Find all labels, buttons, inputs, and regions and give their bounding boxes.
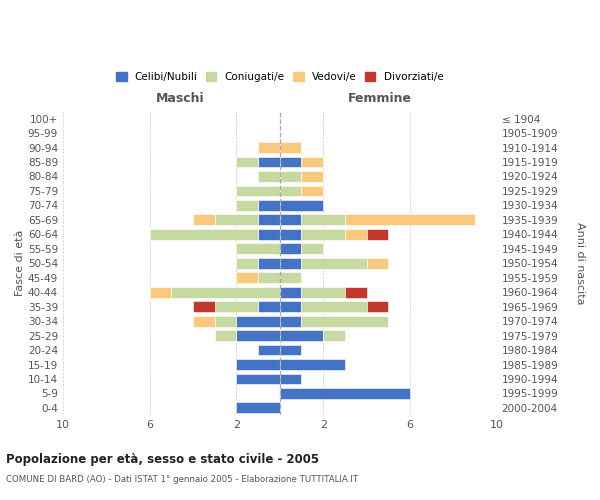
Bar bbox=[280, 330, 323, 341]
Bar bbox=[367, 229, 388, 240]
Bar bbox=[280, 388, 410, 399]
Bar bbox=[301, 186, 323, 196]
Bar bbox=[280, 344, 301, 356]
Bar bbox=[367, 301, 388, 312]
Bar bbox=[280, 287, 301, 298]
Bar bbox=[280, 156, 301, 168]
Bar bbox=[236, 186, 280, 196]
Bar bbox=[215, 316, 236, 326]
Y-axis label: Fasce di età: Fasce di età bbox=[15, 230, 25, 296]
Bar bbox=[236, 402, 280, 413]
Bar bbox=[301, 301, 367, 312]
Bar bbox=[280, 316, 301, 326]
Bar bbox=[149, 229, 258, 240]
Bar bbox=[280, 171, 301, 182]
Bar bbox=[280, 258, 301, 268]
Bar bbox=[345, 229, 367, 240]
Bar bbox=[280, 359, 345, 370]
Bar bbox=[215, 330, 236, 341]
Bar bbox=[215, 214, 258, 226]
Bar bbox=[301, 287, 345, 298]
Bar bbox=[345, 287, 367, 298]
Bar bbox=[301, 316, 388, 326]
Bar bbox=[258, 344, 280, 356]
Bar bbox=[301, 258, 367, 268]
Bar bbox=[193, 301, 215, 312]
Bar bbox=[172, 287, 280, 298]
Bar bbox=[236, 200, 258, 211]
Bar bbox=[258, 142, 280, 153]
Bar bbox=[301, 244, 323, 254]
Bar bbox=[236, 258, 258, 268]
Bar bbox=[367, 258, 388, 268]
Bar bbox=[280, 186, 301, 196]
Text: Femmine: Femmine bbox=[347, 92, 412, 106]
Bar bbox=[258, 272, 280, 283]
Bar bbox=[280, 374, 301, 384]
Bar bbox=[193, 214, 215, 226]
Bar bbox=[258, 214, 280, 226]
Bar bbox=[193, 316, 215, 326]
Bar bbox=[280, 244, 301, 254]
Bar bbox=[280, 142, 301, 153]
Legend: Celibi/Nubili, Coniugati/e, Vedovi/e, Divorziati/e: Celibi/Nubili, Coniugati/e, Vedovi/e, Di… bbox=[112, 68, 448, 86]
Bar bbox=[236, 156, 258, 168]
Text: Popolazione per età, sesso e stato civile - 2005: Popolazione per età, sesso e stato civil… bbox=[6, 452, 319, 466]
Bar bbox=[301, 156, 323, 168]
Bar bbox=[258, 258, 280, 268]
Y-axis label: Anni di nascita: Anni di nascita bbox=[575, 222, 585, 304]
Bar bbox=[280, 301, 301, 312]
Bar bbox=[215, 301, 258, 312]
Bar bbox=[280, 272, 301, 283]
Bar bbox=[258, 156, 280, 168]
Bar bbox=[149, 287, 172, 298]
Text: Maschi: Maschi bbox=[156, 92, 205, 106]
Bar bbox=[236, 359, 280, 370]
Bar bbox=[280, 214, 301, 226]
Bar bbox=[236, 374, 280, 384]
Bar bbox=[236, 244, 280, 254]
Bar bbox=[280, 229, 301, 240]
Bar bbox=[258, 171, 280, 182]
Bar bbox=[236, 272, 258, 283]
Bar bbox=[301, 214, 345, 226]
Bar bbox=[301, 229, 345, 240]
Bar bbox=[280, 200, 323, 211]
Bar bbox=[236, 330, 280, 341]
Bar bbox=[258, 200, 280, 211]
Bar bbox=[345, 214, 475, 226]
Bar bbox=[258, 301, 280, 312]
Text: COMUNE DI BARD (AO) - Dati ISTAT 1° gennaio 2005 - Elaborazione TUTTITALIA.IT: COMUNE DI BARD (AO) - Dati ISTAT 1° genn… bbox=[6, 475, 358, 484]
Bar bbox=[301, 171, 323, 182]
Bar bbox=[323, 330, 345, 341]
Bar bbox=[236, 316, 280, 326]
Bar bbox=[258, 229, 280, 240]
